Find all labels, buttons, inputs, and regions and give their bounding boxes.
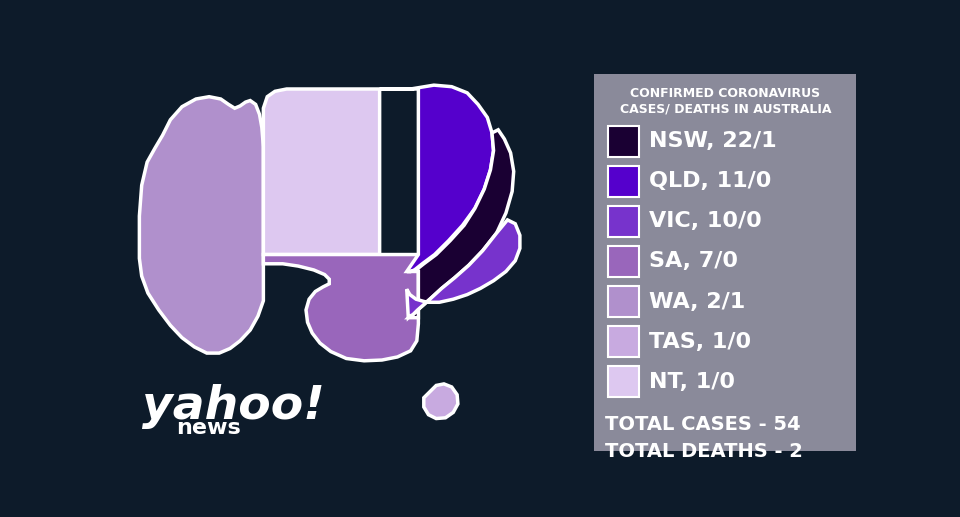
Text: QLD, 11/0: QLD, 11/0 [649, 172, 771, 191]
Text: SA, 7/0: SA, 7/0 [649, 251, 737, 271]
Bar [609, 166, 639, 197]
Polygon shape [407, 220, 520, 317]
Text: CASES/ DEATHS IN AUSTRALIA: CASES/ DEATHS IN AUSTRALIA [619, 102, 831, 115]
Text: CONFIRMED CORONAVIRUS: CONFIRMED CORONAVIRUS [630, 87, 821, 100]
Polygon shape [263, 254, 419, 361]
Text: TOTAL CASES - 54: TOTAL CASES - 54 [605, 416, 801, 434]
Text: WA, 2/1: WA, 2/1 [649, 292, 745, 312]
Polygon shape [379, 85, 493, 271]
Text: TAS, 1/0: TAS, 1/0 [649, 331, 751, 352]
Bar [594, 73, 856, 451]
Text: VIC, 10/0: VIC, 10/0 [649, 211, 761, 232]
Bar [609, 366, 639, 397]
Bar [609, 286, 639, 317]
Bar [609, 246, 639, 277]
Text: news: news [176, 418, 241, 438]
Text: yahoo!: yahoo! [142, 384, 324, 429]
Polygon shape [423, 384, 458, 419]
Text: NT, 1/0: NT, 1/0 [649, 372, 734, 391]
Polygon shape [139, 97, 263, 353]
Polygon shape [263, 89, 379, 254]
Text: TOTAL DEATHS - 2: TOTAL DEATHS - 2 [605, 442, 803, 461]
Polygon shape [407, 130, 514, 317]
Bar [609, 206, 639, 237]
Bar [609, 126, 639, 157]
Text: NSW, 22/1: NSW, 22/1 [649, 131, 777, 151]
Bar [609, 326, 639, 357]
